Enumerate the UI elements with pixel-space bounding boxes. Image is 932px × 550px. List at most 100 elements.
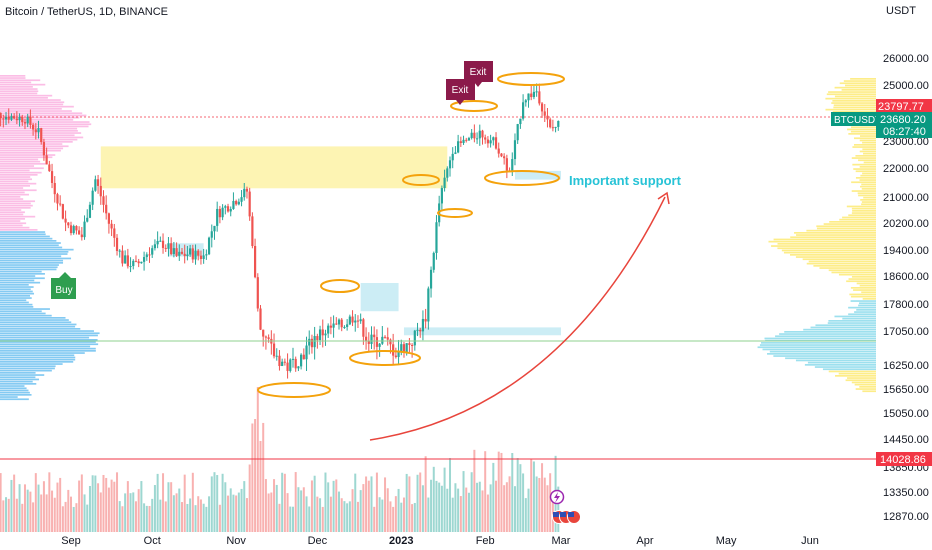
buy-label: Buy — [55, 285, 72, 296]
volume-bar — [500, 452, 503, 532]
profile-row — [0, 233, 46, 236]
profile-row — [764, 337, 876, 340]
profile-row — [0, 121, 90, 123]
volume-bar — [153, 485, 156, 532]
profile-row — [0, 336, 90, 339]
volume-bar — [286, 493, 289, 532]
profile-row — [773, 355, 876, 357]
profile-row — [0, 321, 72, 324]
candle-body — [248, 191, 251, 217]
candle-body — [4, 116, 8, 120]
volume-bar — [367, 480, 370, 532]
profile-row — [0, 211, 25, 214]
volume-bar — [408, 476, 411, 532]
candle-body — [175, 248, 178, 256]
profile-row — [0, 301, 29, 304]
candle-body — [75, 226, 78, 231]
volume-bar — [262, 422, 265, 532]
profile-row — [0, 209, 22, 211]
exit-label-1: Exit — [470, 67, 487, 78]
profile-row — [0, 110, 72, 112]
candle-body — [118, 250, 121, 252]
profile-row — [855, 177, 876, 179]
volume-profile-left — [0, 75, 100, 401]
profile-row — [855, 170, 876, 173]
volume-bar — [221, 473, 224, 532]
candle-body — [251, 216, 254, 246]
volume-bar — [72, 506, 75, 532]
profile-row — [806, 262, 876, 265]
volume-bar — [45, 494, 48, 532]
support-zone — [403, 327, 561, 336]
profile-row — [0, 286, 34, 288]
volume-bar — [210, 476, 213, 532]
volume-bar — [229, 488, 232, 532]
last-price-tag: 23797.77 — [876, 99, 932, 113]
volume-bar — [505, 482, 508, 532]
time-axis[interactable]: Sep Oct Nov Dec 2023 Feb Mar Apr May Jun — [0, 532, 932, 550]
volume-bar — [213, 472, 216, 532]
profile-row — [0, 103, 64, 106]
profile-row — [851, 157, 876, 159]
volume-bar — [232, 494, 235, 532]
candle-body — [121, 250, 124, 264]
profile-row — [759, 344, 876, 346]
candlestick-series — [0, 83, 560, 379]
candle-body — [53, 182, 56, 195]
candle-body — [427, 288, 430, 322]
price-axis[interactable]: USDT 26000.0025000.0024000.0023000.00220… — [876, 0, 932, 532]
volume-bar — [313, 475, 316, 532]
volume-bar — [175, 493, 178, 532]
candle-body — [505, 158, 508, 171]
candle-body — [7, 116, 10, 120]
profile-row — [0, 308, 50, 310]
volume-bar — [151, 498, 154, 532]
profile-row — [0, 334, 98, 337]
candle-body — [61, 204, 64, 219]
volume-bar — [18, 484, 21, 532]
candle-body — [500, 153, 503, 157]
volume-bar — [362, 484, 365, 532]
volume-bar — [145, 505, 148, 532]
profile-row — [0, 229, 38, 231]
volume-bar — [186, 503, 189, 532]
candle-body — [264, 336, 268, 338]
profile-row — [0, 273, 45, 275]
volume-bar — [202, 503, 205, 532]
volume-bar — [0, 473, 2, 532]
volume-bar — [37, 484, 40, 532]
candle-body — [226, 206, 230, 212]
profile-row — [0, 284, 29, 286]
volume-bar — [478, 481, 481, 532]
volume-bar — [143, 503, 146, 532]
price-tick: 13350.00 — [883, 487, 929, 499]
profile-row — [0, 185, 31, 187]
profile-row — [0, 97, 48, 99]
profile-row — [0, 81, 32, 84]
volume-bar — [546, 485, 549, 532]
candle-body — [511, 159, 514, 172]
volume-bar — [373, 506, 376, 532]
profile-row — [0, 319, 69, 321]
profile-row — [855, 155, 876, 157]
volume-bar — [224, 482, 227, 532]
profile-row — [0, 328, 81, 330]
candle-body — [530, 93, 533, 98]
candle-body — [156, 240, 159, 245]
candle-body — [37, 128, 40, 133]
candle-body — [383, 336, 387, 338]
volume-bar — [56, 482, 59, 532]
profile-row — [0, 372, 36, 374]
support-annotation: Important support — [569, 173, 682, 188]
price-tick: 12870.00 — [883, 511, 929, 523]
price-tick: 15650.00 — [883, 384, 929, 396]
candle-body — [72, 226, 75, 234]
event-icons[interactable] — [549, 489, 581, 524]
volume-bar — [75, 503, 78, 532]
candle-body — [59, 203, 62, 205]
volume-bar — [243, 481, 246, 532]
profile-row — [0, 347, 96, 350]
profile-row — [794, 232, 876, 234]
time-tick: 2023 — [389, 535, 413, 547]
profile-row — [859, 166, 876, 168]
